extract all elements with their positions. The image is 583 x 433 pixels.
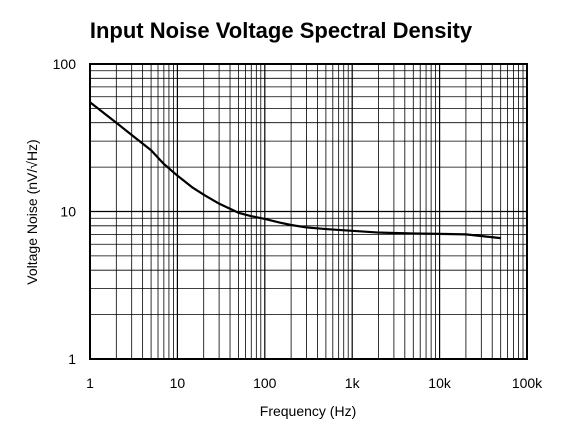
x-tick-label: 100k: [512, 375, 543, 391]
x-tick-labels: 1 10 100 1k 10k 100k: [86, 375, 543, 391]
x-tick-label: 1: [86, 375, 94, 391]
grid-major-lines: [90, 64, 527, 359]
y-tick-label: 10: [60, 204, 76, 220]
x-tick-label: 10: [170, 375, 186, 391]
y-axis-label: Voltage Noise (nV/√Hz): [24, 139, 40, 284]
y-tick-label: 100: [53, 56, 77, 72]
x-tick-label: 10k: [428, 375, 452, 391]
plot-frame: [89, 63, 528, 360]
x-tick-label: 1k: [345, 375, 361, 391]
chart-title: Input Noise Voltage Spectral Density: [90, 18, 473, 43]
y-tick-labels: 1 10 100: [53, 56, 77, 367]
noise-curve-line: [89, 101, 501, 240]
x-axis-label: Frequency (Hz): [260, 403, 356, 419]
y-tick-label: 1: [68, 351, 76, 367]
x-tick-label: 100: [253, 375, 277, 391]
